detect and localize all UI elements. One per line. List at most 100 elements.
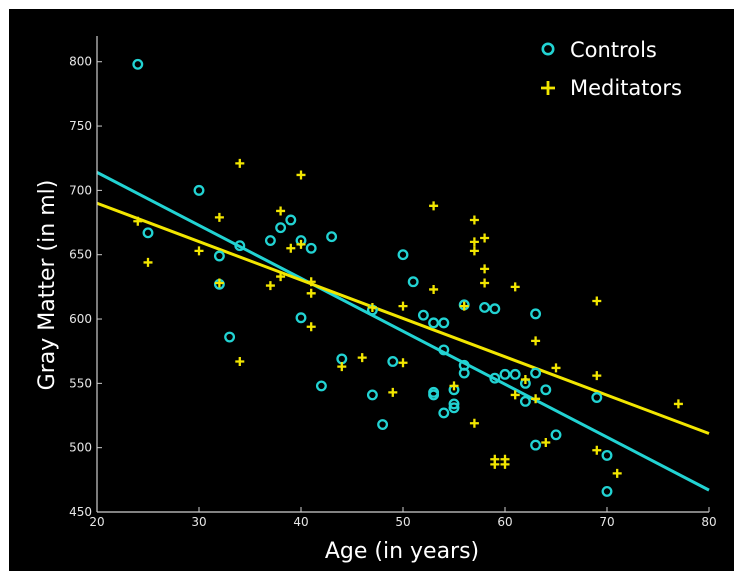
x-tick-label: 30	[191, 515, 206, 529]
meditator-point	[429, 284, 439, 294]
x-axis-title: Age (in years)	[325, 539, 479, 564]
y-tick-label: 800	[69, 55, 92, 69]
meditator-point	[276, 272, 286, 282]
meditator-point	[592, 371, 602, 381]
y-axis-ticks: 450 500 550 600 650 700 750 800	[69, 55, 102, 519]
control-point	[213, 250, 225, 262]
x-tick-label: 50	[395, 515, 410, 529]
data-points	[132, 58, 683, 497]
control-point	[377, 419, 389, 430]
meditator-point	[500, 459, 510, 469]
control-point	[224, 331, 236, 343]
control-point	[193, 184, 205, 196]
control-point	[428, 317, 440, 329]
meditator-point	[265, 281, 275, 291]
meditator-point	[133, 216, 143, 226]
legend-meditators-marker	[541, 81, 555, 95]
legend: Controls Meditators	[541, 38, 682, 100]
y-tick-label: 550	[69, 376, 92, 390]
meditator-point	[673, 399, 683, 409]
meditator-point	[214, 278, 224, 288]
meditator-point	[194, 246, 204, 256]
meditator-point	[480, 264, 490, 274]
control-point	[448, 402, 460, 414]
meditator-point	[469, 237, 479, 247]
control-point	[275, 222, 287, 234]
control-point	[499, 368, 511, 380]
meditator-point	[367, 302, 377, 312]
meditator-point	[469, 418, 479, 428]
meditator-point	[286, 243, 296, 253]
control-point	[315, 380, 327, 392]
meditator-point	[357, 353, 367, 363]
meditator-point	[480, 233, 490, 243]
control-point	[479, 301, 491, 313]
meditator-point	[592, 445, 602, 455]
x-axis-ticks: 20 30 40 50 60 70 80	[89, 507, 717, 529]
meditator-point	[469, 215, 479, 225]
meditator-point	[510, 282, 520, 292]
control-point	[550, 429, 562, 441]
y-tick-label: 600	[69, 312, 92, 326]
control-point	[438, 317, 450, 329]
series-meditators	[133, 158, 683, 478]
meditator-point	[449, 381, 459, 391]
control-point	[519, 395, 531, 407]
y-tick-label: 750	[69, 119, 92, 133]
control-point	[234, 240, 246, 252]
meditator-point	[459, 301, 469, 311]
control-point	[387, 356, 399, 367]
meditator-point	[531, 394, 541, 404]
meditator-point	[306, 277, 316, 287]
trend-lines	[96, 171, 710, 492]
meditator-point	[612, 468, 622, 478]
control-point	[132, 58, 144, 70]
meditator-point	[480, 278, 490, 288]
control-point	[438, 407, 450, 419]
meditator-point	[306, 288, 316, 298]
control-point	[407, 276, 419, 288]
control-point	[540, 384, 552, 396]
meditator-point	[398, 358, 408, 368]
legend-meditators-label: Meditators	[570, 76, 682, 100]
y-tick-label: 500	[69, 441, 92, 455]
meditator-point	[306, 322, 316, 332]
meditator-point	[531, 336, 541, 346]
meditator-point	[143, 257, 153, 267]
meditator-point	[276, 206, 286, 216]
control-point	[591, 392, 603, 403]
control-point	[305, 242, 317, 254]
control-point	[530, 439, 542, 451]
series-controls	[132, 58, 613, 497]
meditator-point	[510, 390, 520, 400]
legend-controls-label: Controls	[570, 38, 657, 62]
control-point	[458, 367, 470, 379]
meditator-point	[429, 201, 439, 211]
control-point	[601, 449, 613, 461]
meditator-point	[551, 363, 561, 373]
x-tick-label: 80	[701, 515, 716, 529]
meditator-point	[541, 438, 551, 448]
control-point	[448, 398, 460, 410]
control-point	[326, 231, 338, 243]
x-tick-label: 70	[599, 515, 614, 529]
x-tick-label: 40	[293, 515, 308, 529]
meditator-point	[337, 362, 347, 372]
legend-controls-marker	[541, 42, 555, 56]
meditator-point	[235, 356, 245, 366]
y-axis-title: Gray Matter (in ml)	[35, 180, 60, 391]
meditator-point	[398, 301, 408, 311]
control-point	[530, 367, 542, 379]
control-point	[366, 389, 378, 401]
control-point	[530, 308, 542, 320]
y-tick-label: 700	[69, 183, 92, 197]
y-tick-label: 450	[69, 505, 92, 519]
meditator-point	[592, 296, 602, 306]
meditator-point	[469, 246, 479, 256]
meditator-point	[388, 387, 398, 397]
meditator-point	[214, 212, 224, 222]
trend-line-meditators	[96, 201, 710, 435]
control-point	[397, 249, 409, 261]
control-point	[264, 235, 276, 247]
